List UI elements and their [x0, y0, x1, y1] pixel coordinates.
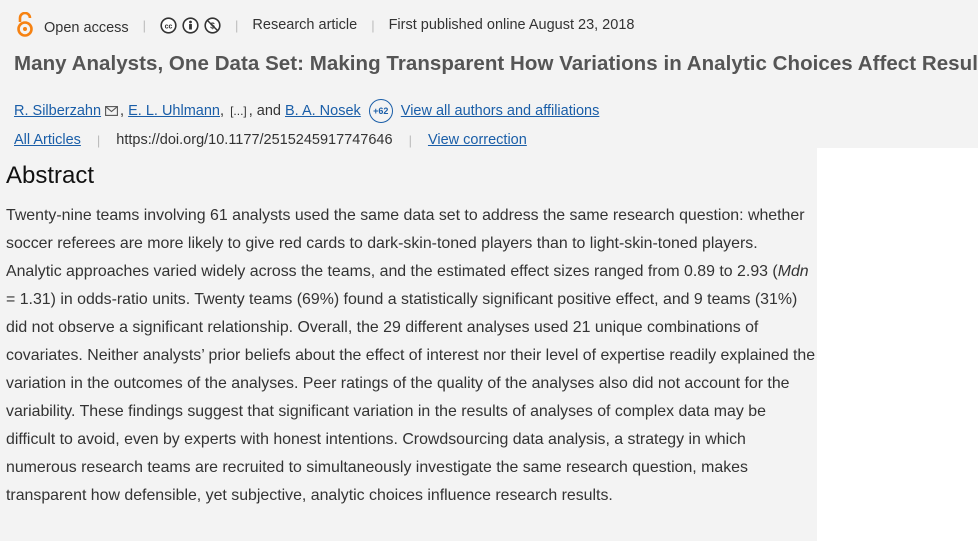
all-articles-link[interactable]: All Articles [14, 132, 81, 148]
links-divider: | [408, 132, 412, 148]
abstract-text-part1: Twenty-nine teams involving 61 analysts … [6, 207, 805, 280]
author-ellipsis[interactable]: [...] [230, 104, 247, 118]
meta-divider: | [142, 17, 147, 33]
author-separator: , [220, 103, 229, 119]
license-icons[interactable]: cc $ [160, 16, 221, 34]
author-and: , and [248, 103, 281, 119]
abstract-panel [0, 148, 817, 541]
article-links-row: All Articles | https://doi.org/10.1177/2… [14, 132, 527, 148]
view-correction-link[interactable]: View correction [427, 132, 527, 148]
abstract-body: Twenty-nine teams involving 61 analysts … [6, 202, 816, 510]
by-icon[interactable] [182, 16, 199, 34]
nc-icon[interactable]: $ [204, 16, 221, 34]
meta-divider: | [371, 17, 375, 33]
article-title: Many Analysts, One Data Set: Making Tran… [14, 52, 978, 75]
author-separator: , [120, 103, 129, 119]
mail-icon[interactable] [105, 106, 118, 116]
view-all-authors-link[interactable]: View all authors and affiliations [400, 103, 600, 119]
abstract-heading: Abstract [6, 162, 95, 189]
article-meta-row: Open access | cc $ | Research article | … [14, 10, 634, 40]
cc-icon[interactable]: cc [160, 16, 177, 34]
meta-divider: | [235, 17, 239, 33]
doi-text: https://doi.org/10.1177/2515245917747646 [116, 132, 393, 148]
publication-date: First published online August 23, 2018 [388, 17, 635, 33]
abstract-mdn: Mdn [777, 263, 809, 280]
article-type: Research article [252, 17, 358, 33]
more-authors-badge[interactable]: +62 [368, 99, 393, 123]
author-link-uhlmann[interactable]: E. L. Uhlmann [128, 103, 220, 119]
open-access-icon [17, 12, 33, 37]
author-list: R. Silberzahn , E. L. Uhlmann , [...] , … [14, 99, 599, 123]
author-link-nosek[interactable]: B. A. Nosek [285, 103, 361, 119]
abstract-text-part2: = 1.31) in odds-ratio units. Twenty team… [6, 291, 816, 504]
svg-text:cc: cc [165, 23, 173, 30]
links-divider: | [96, 132, 101, 148]
author-link-silberzahn[interactable]: R. Silberzahn [14, 103, 102, 119]
open-access-label: Open access [44, 20, 129, 36]
